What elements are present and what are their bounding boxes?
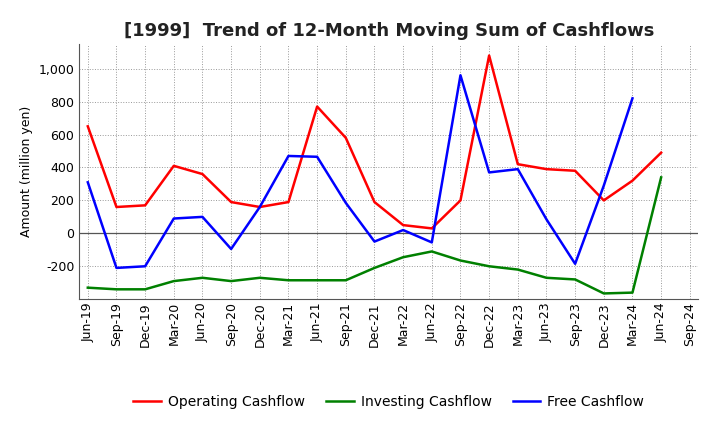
Investing Cashflow [657,175,665,180]
Title: [1999]  Trend of 12-Month Moving Sum of Cashflows: [1999] Trend of 12-Month Moving Sum of C… [124,22,654,40]
Free Cashflow [341,200,350,205]
Investing Cashflow [169,279,178,284]
Operating Cashflow [399,223,408,228]
Free Cashflow [312,154,321,159]
Operating Cashflow [428,226,436,231]
Operating Cashflow [112,204,121,209]
Free Cashflow [370,239,379,244]
Investing Cashflow [513,267,522,272]
Operating Cashflow [542,166,551,172]
Investing Cashflow [370,265,379,271]
Legend: Operating Cashflow, Investing Cashflow, Free Cashflow: Operating Cashflow, Investing Cashflow, … [128,390,649,415]
Investing Cashflow [628,290,636,295]
Investing Cashflow [428,249,436,254]
Free Cashflow [399,227,408,233]
Line: Operating Cashflow: Operating Cashflow [88,55,661,228]
Operating Cashflow [256,204,264,209]
Line: Free Cashflow: Free Cashflow [88,75,632,268]
Operating Cashflow [198,172,207,177]
Investing Cashflow [112,287,121,292]
Investing Cashflow [399,255,408,260]
Free Cashflow [513,166,522,172]
Free Cashflow [256,204,264,209]
Free Cashflow [628,95,636,101]
Free Cashflow [227,246,235,252]
Line: Investing Cashflow: Investing Cashflow [88,177,661,293]
Free Cashflow [600,183,608,188]
Free Cashflow [198,214,207,220]
Free Cashflow [112,265,121,271]
Operating Cashflow [485,53,493,58]
Free Cashflow [284,153,293,158]
Investing Cashflow [341,278,350,283]
Investing Cashflow [571,277,580,282]
Free Cashflow [169,216,178,221]
Operating Cashflow [571,168,580,173]
Investing Cashflow [256,275,264,280]
Operating Cashflow [513,161,522,167]
Investing Cashflow [600,291,608,296]
Investing Cashflow [312,278,321,283]
Free Cashflow [141,264,150,269]
Investing Cashflow [198,275,207,280]
Free Cashflow [84,180,92,185]
Free Cashflow [542,217,551,222]
Investing Cashflow [456,258,465,263]
Operating Cashflow [370,199,379,205]
Free Cashflow [571,261,580,267]
Investing Cashflow [485,264,493,269]
Operating Cashflow [84,124,92,129]
Y-axis label: Amount (million yen): Amount (million yen) [20,106,33,237]
Operating Cashflow [312,104,321,109]
Investing Cashflow [84,285,92,290]
Operating Cashflow [600,198,608,203]
Operating Cashflow [657,150,665,155]
Operating Cashflow [628,178,636,183]
Operating Cashflow [456,198,465,203]
Operating Cashflow [284,199,293,205]
Operating Cashflow [169,163,178,169]
Investing Cashflow [141,287,150,292]
Free Cashflow [456,73,465,78]
Investing Cashflow [227,279,235,284]
Operating Cashflow [341,135,350,140]
Investing Cashflow [542,275,551,280]
Investing Cashflow [284,278,293,283]
Operating Cashflow [227,199,235,205]
Free Cashflow [428,240,436,245]
Free Cashflow [485,170,493,175]
Operating Cashflow [141,203,150,208]
